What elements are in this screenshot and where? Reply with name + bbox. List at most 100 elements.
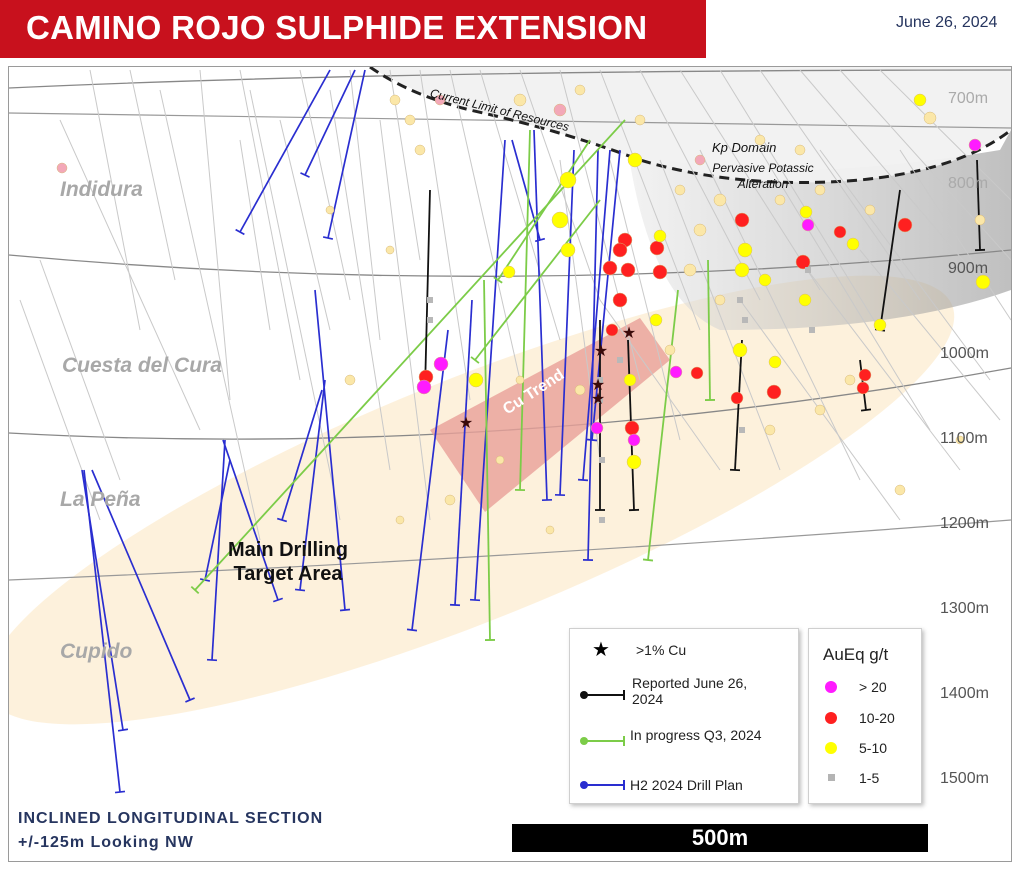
assay-dot	[730, 391, 744, 405]
grade-legend-label: 10-20	[859, 710, 895, 726]
map-frame	[8, 66, 1012, 862]
assay-dot	[56, 162, 68, 174]
in-progress-hole	[483, 279, 491, 641]
assay-dot	[404, 114, 416, 126]
kp-domain-zone	[628, 130, 1011, 330]
planned-hole-end	[117, 728, 129, 732]
assay-dot	[574, 384, 586, 396]
scale-label: 500m	[691, 825, 749, 850]
assay-dot	[602, 260, 618, 276]
depth-label: 1500m	[940, 770, 989, 787]
historical-hole	[279, 119, 331, 331]
in-progress-hole	[194, 119, 626, 591]
reported-hole-end	[860, 408, 872, 412]
reported-hole	[734, 339, 743, 471]
in-progress-hole	[497, 139, 591, 281]
grade-legend-title: AuEq g/t	[823, 645, 889, 664]
main-target-line1: Main Drilling	[228, 539, 348, 561]
formation-cupido: Cupido	[60, 640, 133, 663]
cu-trend-zone	[430, 318, 670, 512]
star-icon: ★	[592, 639, 610, 661]
reported-hole	[879, 189, 901, 331]
depth-label: 900m	[948, 260, 989, 277]
historical-hole	[879, 69, 1011, 201]
assay-dot	[764, 424, 776, 436]
planned-hole	[314, 289, 346, 611]
assay-dot	[414, 144, 426, 156]
legend-item-label: Reported June 26, 2024	[632, 675, 748, 707]
assay-dot	[551, 211, 569, 229]
assay-dot	[624, 420, 640, 436]
assay-dot	[652, 264, 668, 280]
contact-line	[9, 519, 1011, 581]
kp-domain-line2: Alteration	[737, 177, 789, 191]
historical-hole	[479, 69, 561, 341]
planned-hole	[281, 389, 323, 521]
assay-dot	[669, 365, 683, 379]
title-banner: CAMINO ROJO SULPHIDE EXTENSION	[0, 0, 706, 58]
assay-dot	[690, 366, 704, 380]
planned-hole-end	[339, 608, 351, 612]
assay-dot	[612, 242, 628, 258]
assay-dot	[774, 194, 786, 206]
assay-marker	[742, 317, 748, 323]
grade-legend-label: 5-10	[859, 740, 888, 756]
historical-hole	[609, 159, 681, 441]
historical-hole	[89, 69, 141, 331]
grade-high-icon	[825, 681, 837, 693]
assay-dot	[325, 205, 335, 215]
planned-hole	[91, 469, 191, 701]
assay-marker	[427, 317, 433, 323]
assay-dot	[344, 374, 356, 386]
assay-dot	[649, 313, 663, 327]
assay-dot	[395, 515, 405, 525]
assay-dot	[833, 225, 847, 239]
assay-dot	[846, 237, 860, 251]
formation-la-pena: La Peña	[60, 488, 141, 511]
assay-dot	[444, 494, 456, 506]
planned-hole	[582, 149, 611, 481]
assay-dot	[634, 114, 646, 126]
assay-dot	[768, 355, 782, 369]
planned-hole	[591, 149, 621, 441]
historical-hole	[839, 69, 1011, 261]
depth-label: 1300m	[940, 600, 989, 617]
planned-hole-end	[276, 517, 288, 523]
grade-legend-label: > 20	[859, 679, 887, 695]
assay-dot	[856, 381, 870, 395]
assay-dot	[389, 94, 401, 106]
assay-dot	[694, 154, 706, 166]
assay-dot	[795, 254, 811, 270]
assay-marker	[597, 377, 603, 383]
assay-dot	[623, 373, 637, 387]
assay-dot	[626, 454, 642, 470]
historical-hole	[299, 69, 351, 301]
planned-hole	[559, 149, 575, 496]
planned-hole	[239, 69, 331, 233]
assay-dot	[612, 292, 628, 308]
historical-hole	[239, 139, 271, 331]
planned-hole-end	[300, 172, 310, 178]
in-progress-hole	[647, 289, 679, 561]
planned-hole-end	[322, 236, 334, 240]
historical-hole	[559, 69, 641, 381]
planned-hole-end	[577, 478, 589, 482]
assay-dot	[897, 217, 913, 233]
planned-hole-end	[449, 603, 461, 607]
assay-dot	[468, 372, 484, 388]
in-progress-hole	[474, 199, 601, 361]
main-target-label: Main Drilling Target Area	[208, 538, 368, 586]
historical-hole	[379, 119, 431, 521]
kp-domain-line1: Pervasive Potassic	[712, 161, 814, 175]
main-target-zone	[9, 275, 955, 725]
legend-item-label: >1% Cu	[636, 642, 687, 658]
drill-legend: ★ >1% Cu Reported June 26, 2024 In progr…	[569, 628, 799, 804]
copper-star-icon: ★	[594, 341, 608, 360]
copper-star-icon: ★	[622, 323, 636, 342]
assay-marker	[739, 427, 745, 433]
planned-hole	[204, 459, 231, 581]
historical-hole	[679, 69, 821, 291]
planned-hole-end	[185, 697, 195, 703]
historical-hole	[199, 69, 231, 401]
